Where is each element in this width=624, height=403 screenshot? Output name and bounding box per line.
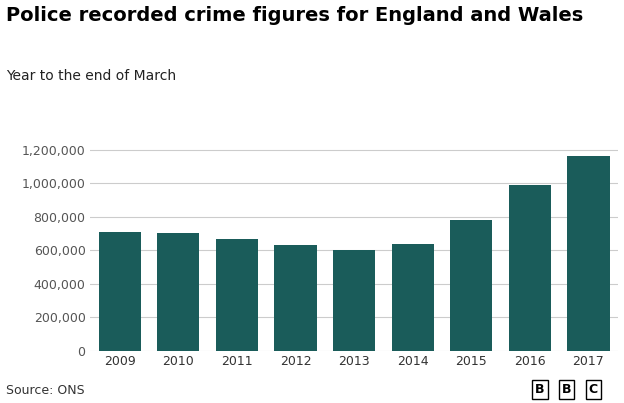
- Bar: [216, 239, 258, 351]
- Bar: [392, 244, 434, 351]
- Bar: [275, 245, 316, 351]
- Bar: [157, 233, 200, 351]
- Text: Year to the end of March: Year to the end of March: [6, 69, 177, 83]
- Text: Police recorded crime figures for England and Wales: Police recorded crime figures for Englan…: [6, 6, 583, 25]
- Text: B: B: [562, 383, 572, 396]
- Text: Source: ONS: Source: ONS: [6, 384, 85, 397]
- Text: C: C: [589, 383, 598, 396]
- Bar: [567, 156, 610, 351]
- Bar: [99, 232, 141, 351]
- Bar: [509, 185, 551, 351]
- Bar: [450, 220, 492, 351]
- Text: B: B: [535, 383, 545, 396]
- Bar: [333, 250, 375, 351]
